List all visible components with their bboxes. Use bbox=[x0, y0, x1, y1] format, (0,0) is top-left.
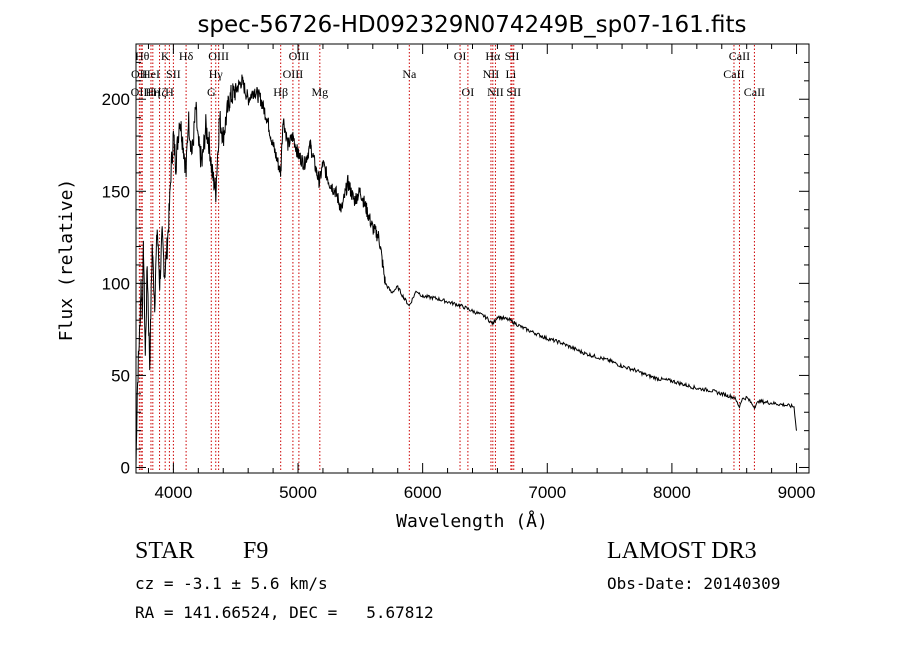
y-tick-label: 0 bbox=[121, 458, 130, 477]
line-label: NII bbox=[483, 67, 500, 81]
line-label: SII bbox=[506, 85, 521, 99]
x-tick-label: 6000 bbox=[404, 483, 442, 502]
line-label: G bbox=[207, 85, 216, 99]
line-label: Na bbox=[402, 67, 417, 81]
line-label: NII bbox=[487, 85, 504, 99]
emission-line-labels: OIIOIIIHθHeIHηHζKHSIIHδGHγOIIIHβOIIIOIII… bbox=[131, 49, 765, 99]
line-label: OIII bbox=[289, 49, 310, 63]
line-label: Hβ bbox=[273, 85, 288, 99]
line-label: OIII bbox=[208, 49, 229, 63]
line-label: K bbox=[161, 49, 170, 63]
line-label: Mg bbox=[311, 85, 328, 99]
line-label: OIII bbox=[283, 67, 304, 81]
y-tick-label: 200 bbox=[102, 90, 130, 109]
y-axis-label: Flux (relative) bbox=[56, 179, 77, 342]
y-tick-label: 100 bbox=[102, 274, 130, 293]
x-tick-label: 4000 bbox=[154, 483, 192, 502]
observation-date: Obs-Date: 20140309 bbox=[607, 574, 781, 593]
line-label: CaII bbox=[744, 85, 765, 99]
emission-line-markers bbox=[138, 45, 755, 472]
y-tick-label: 150 bbox=[102, 182, 130, 201]
line-label: OI bbox=[454, 49, 467, 63]
line-label: SII bbox=[166, 67, 181, 81]
chart-title: spec-56726-HD092329N074249B_sp07-161.fit… bbox=[197, 12, 746, 38]
spectrum-chart: spec-56726-HD092329N074249B_sp07-161.fit… bbox=[56, 12, 816, 532]
line-label: SII bbox=[505, 49, 520, 63]
object-type: STAR bbox=[135, 538, 195, 564]
line-label: CaII bbox=[729, 49, 750, 63]
line-label: Hδ bbox=[179, 49, 194, 63]
line-label: Hζ bbox=[153, 85, 167, 99]
line-label: CaII bbox=[723, 67, 744, 81]
plot-frame bbox=[135, 43, 810, 474]
spectrum-line bbox=[135, 74, 797, 468]
x-tick-label: 5000 bbox=[279, 483, 317, 502]
x-tick-label: 8000 bbox=[653, 483, 691, 502]
x-tick-label: 9000 bbox=[778, 483, 816, 502]
x-axis-label: Wavelength (Å) bbox=[396, 510, 548, 532]
object-class: F9 bbox=[243, 538, 269, 564]
line-label: Hθ bbox=[135, 49, 150, 63]
survey-name: LAMOST DR3 bbox=[607, 538, 757, 564]
line-label: Li bbox=[506, 67, 517, 81]
line-label: HeI bbox=[142, 67, 160, 81]
line-label: Hα bbox=[485, 49, 501, 63]
x-tick-label: 7000 bbox=[528, 483, 566, 502]
line-label: Hη bbox=[145, 85, 160, 99]
line-label: Hγ bbox=[209, 67, 224, 81]
ra-dec-coordinates: RA = 141.66524, DEC = 5.67812 bbox=[135, 603, 434, 622]
redshift-velocity: cz = -3.1 ± 5.6 km/s bbox=[135, 574, 328, 593]
y-tick-label: 50 bbox=[111, 366, 130, 385]
line-label: H bbox=[165, 85, 174, 99]
line-label: OI bbox=[462, 85, 475, 99]
x-axis-ticks: 4000 5000 6000 7000 8000 9000 bbox=[147, 44, 816, 502]
line-label: OII bbox=[131, 67, 148, 81]
y-axis-ticks: 0 50 100 150 200 bbox=[102, 61, 809, 477]
